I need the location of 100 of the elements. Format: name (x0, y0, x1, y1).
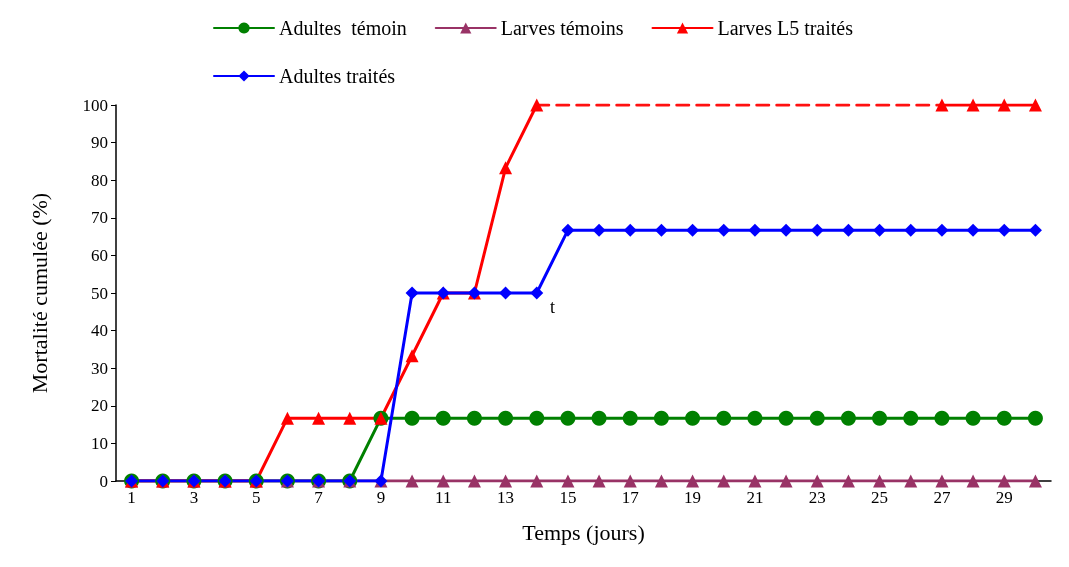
y-tick-label: 20 (91, 396, 108, 416)
y-tick-label: 70 (91, 208, 108, 228)
point (530, 474, 544, 488)
x-tick-label: 25 (871, 488, 889, 507)
point (529, 410, 545, 426)
annotation: t (550, 297, 556, 317)
point (748, 474, 762, 488)
y-tick-label: 80 (91, 170, 108, 190)
point (810, 223, 824, 237)
point (530, 286, 544, 300)
point (686, 223, 700, 237)
point (965, 410, 981, 426)
legend-label: Larves témoins (500, 17, 624, 39)
point (312, 411, 326, 425)
y-tick-label: 100 (82, 95, 108, 115)
point (560, 410, 576, 426)
point (841, 474, 855, 488)
point (1027, 410, 1043, 426)
point (935, 474, 949, 488)
point (809, 410, 825, 426)
point (435, 410, 451, 426)
point (904, 474, 918, 488)
point (717, 223, 731, 237)
point (343, 411, 357, 425)
point (436, 474, 450, 488)
point (592, 223, 606, 237)
point (873, 223, 887, 237)
legend-label: Adultes traités (279, 65, 396, 87)
point (530, 98, 544, 112)
point (654, 223, 668, 237)
x-tick-label: 3 (189, 488, 199, 507)
x-tick-label: 7 (314, 488, 324, 507)
point (840, 410, 856, 426)
point (841, 223, 855, 237)
point (1028, 223, 1042, 237)
point (935, 223, 949, 237)
point (654, 474, 668, 488)
point (591, 410, 607, 426)
point (903, 410, 919, 426)
y-tick-label: 90 (91, 133, 108, 153)
point (966, 98, 980, 112)
point (1028, 474, 1042, 488)
point (779, 223, 793, 237)
point (996, 410, 1012, 426)
point (623, 223, 637, 237)
point (467, 474, 481, 488)
point (466, 410, 482, 426)
point (747, 410, 763, 426)
y-tick-label: 50 (91, 283, 108, 303)
point (623, 474, 637, 488)
point (966, 223, 980, 237)
y-tick-label: 10 (91, 433, 108, 453)
point (872, 410, 888, 426)
x-tick-label: 13 (497, 488, 515, 507)
point (622, 410, 638, 426)
point (1028, 98, 1042, 112)
y-tick-label: 60 (91, 245, 108, 265)
point (499, 161, 513, 175)
point (934, 410, 950, 426)
x-tick-label: 29 (995, 488, 1013, 507)
point (748, 223, 762, 237)
point (561, 223, 575, 237)
x-tick-label: 23 (808, 488, 826, 507)
x-tick-label: 1 (127, 488, 136, 507)
point (686, 474, 700, 488)
point (499, 286, 513, 300)
x-tick-label: 9 (376, 488, 386, 507)
point (280, 411, 294, 425)
point (405, 349, 419, 363)
point (779, 474, 793, 488)
y-tick-label: 30 (91, 358, 108, 378)
point (997, 98, 1011, 112)
point (810, 474, 824, 488)
legend-label: Adultes témoin (279, 17, 407, 39)
point (997, 223, 1011, 237)
x-tick-label: 5 (252, 488, 261, 507)
point (653, 410, 669, 426)
point (935, 98, 949, 112)
point (904, 223, 918, 237)
point (405, 474, 419, 488)
x-tick-label: 27 (933, 488, 951, 507)
x-tick-label: 11 (435, 488, 452, 507)
point (997, 474, 1011, 488)
point (498, 410, 514, 426)
point (499, 474, 513, 488)
point (405, 286, 419, 300)
y-tick-label: 0 (99, 471, 108, 491)
x-tick-label: 17 (621, 488, 640, 507)
point (685, 410, 701, 426)
x-axis-title: Temps (jours) (522, 519, 645, 545)
point (716, 410, 732, 426)
point (966, 474, 980, 488)
point (592, 474, 606, 488)
y-tick-label: 40 (91, 321, 108, 341)
point (561, 474, 575, 488)
point (717, 474, 731, 488)
x-tick-label: 19 (684, 488, 702, 507)
point (873, 474, 887, 488)
y-axis-title: Mortalité cumulée (%) (26, 192, 52, 394)
x-tick-label: 15 (559, 488, 577, 507)
